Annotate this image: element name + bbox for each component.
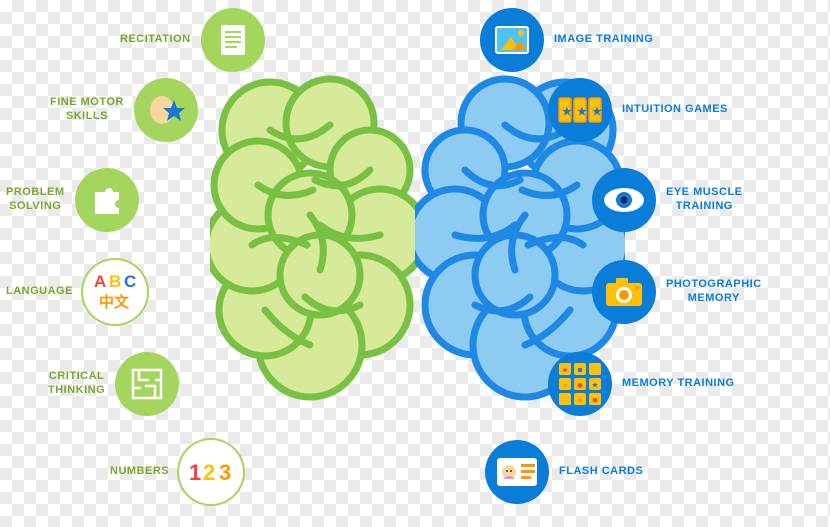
skill-problem-solving: PROBLEM SOLVING [6,168,139,232]
svg-text:★: ★ [592,106,602,118]
svg-text:中文: 中文 [99,293,130,311]
svg-text:★: ★ [562,106,572,118]
svg-text:1: 1 [189,460,201,485]
skill-numbers: 123 NUMBERS [110,440,243,504]
svg-text:◆: ◆ [577,381,584,390]
camera-icon [592,260,656,324]
skill-flash-cards: FLASH CARDS [485,440,643,504]
svg-text:B: B [109,272,121,291]
svg-text:■: ■ [578,366,583,375]
skill-intuition-games: ★ ★ ★ INTUITION GAMES [548,78,728,142]
svg-text:■: ■ [593,396,598,405]
svg-text:★: ★ [591,381,598,390]
skill-photographic-memory: PHOTOGRAPHIC MEMORY [592,260,762,324]
skill-label: PHOTOGRAPHIC MEMORY [666,278,762,306]
skill-eye-muscle: EYE MUSCLE TRAINING [592,168,743,232]
svg-text:▲: ▲ [561,396,569,405]
skill-label: FINE MOTOR SKILLS [50,96,124,124]
skill-label: LANGUAGE [6,285,73,299]
svg-text:A: A [94,272,106,291]
skill-memory-training: ★ ■ ▲ ● ◆ ★ ▲ ● ■ MEMORY TRAINING [548,352,735,416]
hand-star-icon [134,78,198,142]
skill-label: INTUITION GAMES [622,103,728,117]
skill-label: NUMBERS [110,465,169,479]
skill-label: IMAGE TRAINING [554,33,653,47]
svg-text:2: 2 [203,460,215,485]
svg-text:★: ★ [561,366,568,375]
grid9-icon: ★ ■ ▲ ● ◆ ★ ▲ ● ■ [548,352,612,416]
infographic-stage: RECITATION FINE MOTOR SKILLS PROBLEM SOLVI… [0,0,830,527]
abc-icon: ABC 中文 [83,260,147,324]
123-icon: 123 [179,440,243,504]
skill-label: RECITATION [120,33,191,47]
document-icon [201,8,265,72]
brain-half [210,75,420,405]
skill-language: ABC 中文 LANGUAGE [6,260,147,324]
svg-text:3: 3 [219,460,231,485]
skill-label: PROBLEM SOLVING [6,186,65,214]
skill-image-training: IMAGE TRAINING [480,8,653,72]
skill-critical-thinking: CRITICAL THINKING [48,352,179,416]
svg-text:●: ● [563,381,568,390]
puzzle-icon [75,168,139,232]
maze-icon [115,352,179,416]
skill-label: FLASH CARDS [559,465,643,479]
eye-icon [592,168,656,232]
flashcard-icon [485,440,549,504]
skill-fine-motor: FINE MOTOR SKILLS [50,78,198,142]
cards3-icon: ★ ★ ★ [548,78,612,142]
skill-recitation: RECITATION [120,8,265,72]
svg-text:★: ★ [577,106,587,118]
skill-label: CRITICAL THINKING [48,370,105,398]
skill-label: EYE MUSCLE TRAINING [666,186,743,214]
svg-text:▲: ▲ [591,366,599,375]
picture-icon [480,8,544,72]
svg-text:●: ● [578,396,583,405]
svg-text:C: C [124,272,136,291]
skill-label: MEMORY TRAINING [622,377,735,391]
